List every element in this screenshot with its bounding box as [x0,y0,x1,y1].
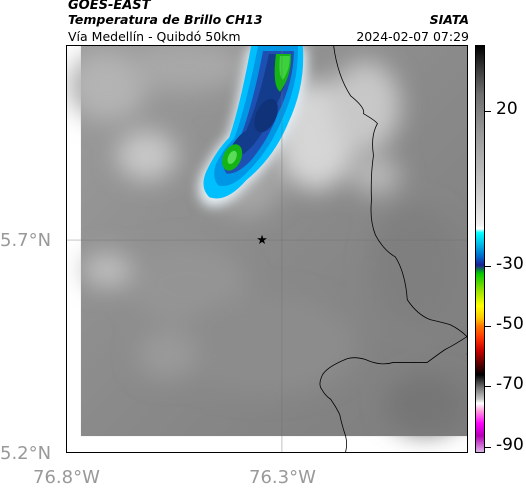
colorbar-tick [485,266,491,267]
colorbar-tick [485,386,491,387]
border-line [319,336,467,452]
colorbar-label-m70: -70 [496,374,524,394]
colorbar-tick [485,111,491,112]
star-icon: ★ [256,233,268,248]
product-title: Temperatura de Brillo CH13 [68,12,263,27]
lat-label-5-2: 5.2°N [0,443,52,464]
coastline [333,46,467,337]
satellite-name: GOES-EAST [68,0,151,13]
colorbar-label-m50: -50 [496,314,524,334]
satellite-map[interactable]: ★ [66,45,468,453]
route-subtitle: Vía Medellín - Quibdó 50km [68,29,241,44]
lat-label-5-7: 5.7°N [0,230,52,251]
colorbar [475,45,485,453]
colorbar-tick [485,326,491,327]
brightness-temperature-map: ★ [67,46,467,452]
lon-label-76-8: 76.8°W [33,467,100,488]
organization-label: SIATA [429,12,469,27]
colorbar-tick [485,447,491,448]
lon-label-76-3: 76.3°W [249,467,316,488]
timestamp-label: 2024-02-07 07:29 [356,29,469,44]
cold-cloud-band [198,46,307,207]
colorbar-label-m30: -30 [496,254,524,274]
colorbar-label-20: 20 [496,99,518,119]
colorbar-label-m90: -90 [496,435,524,455]
